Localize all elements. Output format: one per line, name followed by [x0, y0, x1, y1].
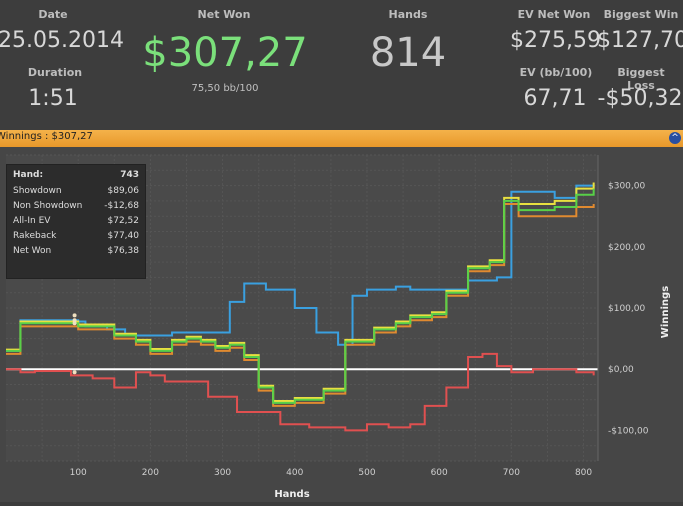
biggest-loss-label: Biggest Loss — [617, 66, 665, 92]
x-tick-label: 500 — [358, 468, 375, 478]
ev-bb-value: 67,71 — [523, 86, 587, 111]
x-axis-label: Hands — [274, 489, 309, 500]
y-axis-label: Winnings — [660, 286, 671, 338]
y-tick-label: $0,00 — [608, 365, 634, 375]
tooltip-value: $77,40 — [107, 231, 140, 241]
stats-panel: Date 25.05.2014 Duration 1:51 Net Won $3… — [0, 0, 683, 130]
netwon-bb: 75,50 bb/100 — [191, 83, 259, 94]
tooltip-value: -$12,68 — [104, 201, 139, 211]
tooltip-key: All-In EV — [13, 216, 51, 226]
tooltip-value: $72,52 — [107, 216, 140, 226]
hands-value: 814 — [369, 30, 447, 76]
y-tick-label: $300,00 — [608, 182, 645, 192]
winnings-title: Winnings : $307,27 — [0, 131, 93, 142]
hands-label: Hands — [388, 8, 428, 21]
x-tick-label: 300 — [214, 468, 231, 478]
series-line — [6, 352, 595, 432]
tooltip-value: $89,06 — [107, 186, 140, 196]
biggest-win-value: $127,70 — [597, 28, 683, 53]
x-tick-label: 700 — [503, 468, 520, 478]
collapse-icon[interactable]: ^ — [669, 132, 681, 144]
date-label: Date — [38, 8, 68, 21]
tooltip-hand-value: 743 — [120, 170, 139, 180]
winnings-title-bar: Winnings : $307,27 ^ — [0, 130, 683, 147]
y-tick-label: -$100,00 — [608, 426, 649, 436]
series-line — [6, 188, 595, 404]
x-tick-label: 400 — [286, 468, 303, 478]
hand-tooltip: Hand: 743 Showdown $89,06 Non Showdown -$1… — [6, 164, 146, 279]
biggest-win-label: Biggest Win — [603, 8, 679, 21]
x-tick-label: 200 — [142, 468, 159, 478]
chart-svg: 100 200 300 400 500 600 700 800 $300,00 $200,00 $1… — [6, 154, 671, 500]
y-tick-label: $100,00 — [608, 304, 645, 314]
hover-marker — [72, 318, 77, 323]
y-tick-label: $200,00 — [608, 243, 645, 253]
x-tick-label: 600 — [431, 468, 448, 478]
tooltip-key: Rakeback — [13, 231, 57, 241]
x-tick-label: 100 — [70, 468, 87, 478]
hover-marker — [72, 313, 77, 318]
biggest-loss-value: -$50,32 — [597, 86, 683, 111]
tooltip-key: Net Won — [13, 246, 52, 256]
tooltip-hand-label: Hand: — [13, 170, 44, 180]
duration-label: Duration — [27, 66, 83, 79]
date-value: 25.05.2014 — [0, 28, 124, 53]
tooltip-value: $76,38 — [107, 246, 140, 256]
ev-netwon-label: EV Net Won — [517, 8, 591, 21]
series-line — [6, 184, 594, 352]
tooltip-key: Non Showdown — [13, 201, 83, 211]
x-tick-label: 800 — [575, 468, 592, 478]
netwon-label: Net Won — [197, 8, 251, 21]
ev-bb-label: EV (bb/100) — [519, 66, 593, 79]
ev-netwon-value: $275,59 — [510, 28, 601, 53]
tooltip-key: Showdown — [13, 186, 62, 196]
netwon-value: $307,27 — [142, 30, 308, 76]
duration-value: 1:51 — [28, 86, 78, 111]
hover-marker — [72, 370, 77, 375]
hover-marker — [72, 321, 77, 326]
winnings-chart: 100 200 300 400 500 600 700 800 $300,00 $200,00 $1… — [0, 147, 683, 502]
